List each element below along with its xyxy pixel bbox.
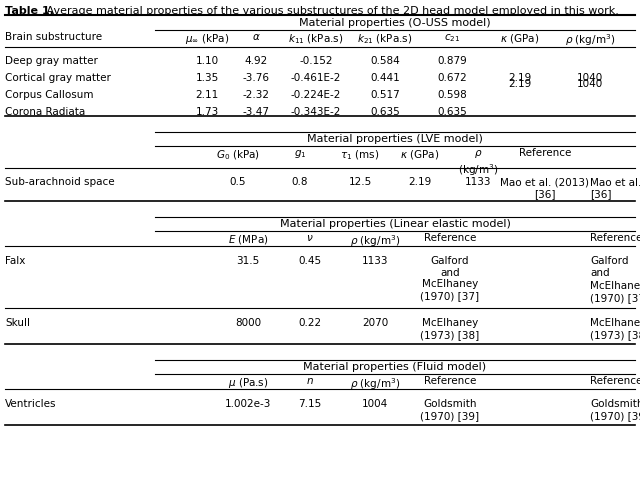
Text: Material properties (O-USS model): Material properties (O-USS model) — [299, 18, 491, 28]
Text: 12.5: 12.5 — [348, 177, 372, 187]
Text: 1040: 1040 — [577, 73, 603, 83]
Text: Reference: Reference — [590, 376, 640, 386]
Text: 2.19: 2.19 — [408, 177, 431, 187]
Text: 1.73: 1.73 — [195, 107, 219, 117]
Text: Mao et al. (2013)
[36]: Mao et al. (2013) [36] — [590, 177, 640, 199]
Text: Galford
and
McElhaney
(1970) [37]: Galford and McElhaney (1970) [37] — [590, 256, 640, 303]
Text: Goldsmith
(1970) [39]: Goldsmith (1970) [39] — [590, 399, 640, 421]
Text: Brain substructure: Brain substructure — [5, 32, 102, 42]
Text: -3.47: -3.47 — [243, 107, 269, 117]
Text: -0.224E-2: -0.224E-2 — [291, 90, 341, 100]
Text: 1.35: 1.35 — [195, 73, 219, 83]
Text: $\tau_1$ (ms): $\tau_1$ (ms) — [340, 148, 380, 161]
Text: 0.441: 0.441 — [370, 73, 400, 83]
Text: Material properties (Linear elastic model): Material properties (Linear elastic mode… — [280, 219, 511, 229]
Text: $G_0$ (kPa): $G_0$ (kPa) — [216, 148, 260, 161]
Text: $\kappa$ (GPa): $\kappa$ (GPa) — [401, 148, 440, 161]
Text: 1040: 1040 — [577, 79, 603, 89]
Text: 0.672: 0.672 — [437, 73, 467, 83]
Text: $n$: $n$ — [306, 376, 314, 386]
Text: McElhaney
(1973) [38]: McElhaney (1973) [38] — [420, 318, 479, 340]
Text: -0.152: -0.152 — [300, 56, 333, 66]
Text: $k_{21}$ (kPa.s): $k_{21}$ (kPa.s) — [357, 32, 413, 46]
Text: Reference: Reference — [590, 233, 640, 243]
Text: 0.5: 0.5 — [230, 177, 246, 187]
Text: Galford
and
McElhaney
(1970) [37]: Galford and McElhaney (1970) [37] — [420, 256, 479, 301]
Text: 0.517: 0.517 — [370, 90, 400, 100]
Text: $\mu_\infty$ (kPa): $\mu_\infty$ (kPa) — [185, 32, 229, 46]
Text: 2070: 2070 — [362, 318, 388, 328]
Text: 1133: 1133 — [362, 256, 388, 266]
Text: 0.635: 0.635 — [437, 107, 467, 117]
Text: 2.19: 2.19 — [508, 73, 532, 83]
Text: Mao et al. (2013)
[36]: Mao et al. (2013) [36] — [500, 177, 589, 199]
Text: Average material properties of the various substructures of the 2D head model em: Average material properties of the vario… — [43, 6, 619, 16]
Text: $\rho$ (kg/m$^3$): $\rho$ (kg/m$^3$) — [350, 233, 400, 249]
Text: Corpus Callosum: Corpus Callosum — [5, 90, 93, 100]
Text: -0.343E-2: -0.343E-2 — [291, 107, 341, 117]
Text: McElhaney
(1973) [38]: McElhaney (1973) [38] — [590, 318, 640, 341]
Text: 1.002e-3: 1.002e-3 — [225, 399, 271, 409]
Text: $\mu$ (Pa.s): $\mu$ (Pa.s) — [228, 376, 268, 390]
Text: 4.92: 4.92 — [244, 56, 268, 66]
Text: 0.879: 0.879 — [437, 56, 467, 66]
Text: Reference: Reference — [424, 376, 476, 386]
Text: 0.584: 0.584 — [370, 56, 400, 66]
Text: Reference: Reference — [424, 233, 476, 243]
Text: Material properties (LVE model): Material properties (LVE model) — [307, 134, 483, 144]
Text: $\kappa$ (GPa): $\kappa$ (GPa) — [500, 32, 540, 45]
Text: Cortical gray matter: Cortical gray matter — [5, 73, 111, 83]
Text: Sub-arachnoid space: Sub-arachnoid space — [5, 177, 115, 187]
Text: 0.22: 0.22 — [298, 318, 321, 328]
Text: 0.8: 0.8 — [292, 177, 308, 187]
Text: -2.32: -2.32 — [243, 90, 269, 100]
Text: 8000: 8000 — [235, 318, 261, 328]
Text: Ventricles: Ventricles — [5, 399, 56, 409]
Text: Table 1.: Table 1. — [5, 6, 54, 16]
Text: Material properties (Fluid model): Material properties (Fluid model) — [303, 362, 486, 372]
Text: Corona Radiata: Corona Radiata — [5, 107, 85, 117]
Text: 31.5: 31.5 — [236, 256, 260, 266]
Text: $E$ (MPa): $E$ (MPa) — [228, 233, 268, 246]
Text: Reference: Reference — [519, 148, 571, 158]
Text: $g_1$: $g_1$ — [294, 148, 307, 160]
Text: Falx: Falx — [5, 256, 26, 266]
Text: $\rho$ (kg/m$^3$): $\rho$ (kg/m$^3$) — [350, 376, 400, 392]
Text: $\nu$: $\nu$ — [306, 233, 314, 243]
Text: 0.45: 0.45 — [298, 256, 321, 266]
Text: -0.461E-2: -0.461E-2 — [291, 73, 341, 83]
Text: 0.635: 0.635 — [370, 107, 400, 117]
Text: $\alpha$: $\alpha$ — [252, 32, 260, 42]
Text: $\rho$ (kg/m$^3$): $\rho$ (kg/m$^3$) — [565, 32, 615, 48]
Text: Deep gray matter: Deep gray matter — [5, 56, 98, 66]
Text: 1.10: 1.10 — [195, 56, 219, 66]
Text: -3.76: -3.76 — [243, 73, 269, 83]
Text: 2.19: 2.19 — [508, 79, 532, 89]
Text: 1133: 1133 — [465, 177, 492, 187]
Text: $k_{11}$ (kPa.s): $k_{11}$ (kPa.s) — [289, 32, 344, 46]
Text: $c_{21}$: $c_{21}$ — [444, 32, 460, 44]
Text: $\rho$
(kg/m$^3$): $\rho$ (kg/m$^3$) — [458, 148, 498, 178]
Text: 1004: 1004 — [362, 399, 388, 409]
Text: Goldsmith
(1970) [39]: Goldsmith (1970) [39] — [420, 399, 479, 421]
Text: Skull: Skull — [5, 318, 30, 328]
Text: 7.15: 7.15 — [298, 399, 322, 409]
Text: 2.11: 2.11 — [195, 90, 219, 100]
Text: 0.598: 0.598 — [437, 90, 467, 100]
